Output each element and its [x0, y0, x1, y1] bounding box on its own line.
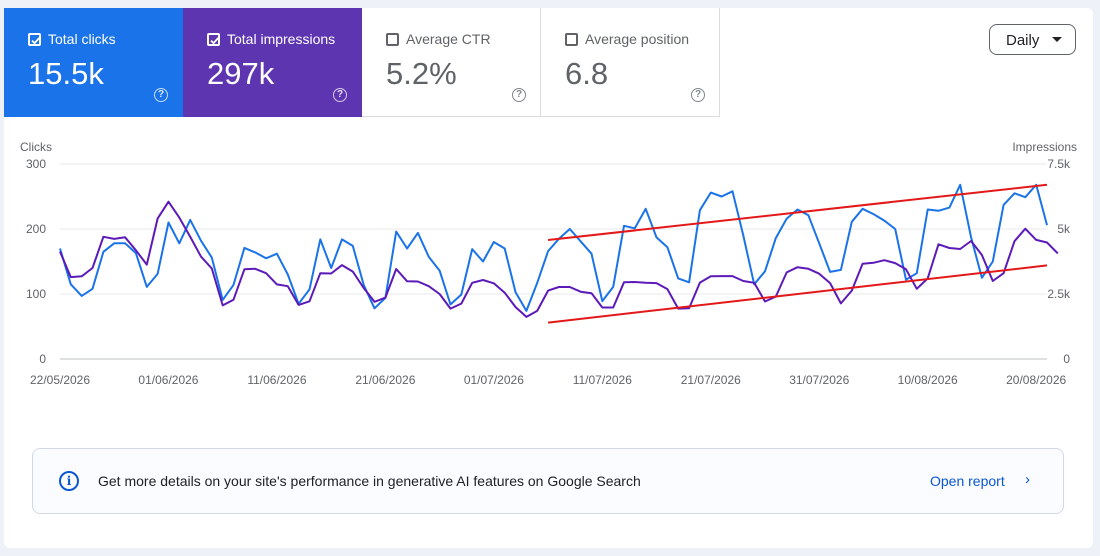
- metric-tab-average-position[interactable]: Average position 6.8 ?: [541, 8, 720, 117]
- y-right-tick-label: 0: [1063, 352, 1070, 366]
- metric-tab-total-clicks[interactable]: Total clicks 15.5k ?: [4, 8, 183, 117]
- period-label: Daily: [1006, 32, 1040, 49]
- ai-features-banner: i Get more details on your site's perfor…: [32, 448, 1064, 514]
- x-tick-label: 21/06/2026: [355, 373, 415, 387]
- help-circle-icon[interactable]: ?: [154, 88, 168, 102]
- x-tick-label: 01/07/2026: [464, 373, 524, 387]
- checkbox-unchecked-icon[interactable]: [565, 33, 578, 46]
- x-tick-label: 10/08/2026: [898, 373, 958, 387]
- x-tick-label: 20/08/2026: [1006, 373, 1066, 387]
- upper-trend-line: [547, 183, 1048, 242]
- x-tick-label: 22/05/2026: [30, 373, 90, 387]
- left-axis-title: Clicks: [20, 140, 52, 154]
- right-axis-title: Impressions: [1012, 140, 1077, 154]
- dropdown-caret-icon: [1052, 37, 1062, 42]
- lower-trend-line: [547, 264, 1048, 324]
- performance-chart: Clicks Impressions 0 100 200 300 0 2.5k 5k 7.5…: [20, 140, 1077, 387]
- help-circle-icon[interactable]: ?: [691, 88, 705, 102]
- chevron-right-icon[interactable]: ›: [1025, 471, 1030, 488]
- metric-value: 6.8: [565, 56, 609, 91]
- metric-value: 297k: [207, 56, 275, 91]
- y-right-tick-label: 7.5k: [1047, 157, 1071, 171]
- banner-message: Get more details on your site's performa…: [98, 473, 641, 489]
- series-line-clicks: [59, 183, 1048, 312]
- metric-tab-average-ctr[interactable]: Average CTR 5.2% ?: [362, 8, 541, 117]
- y-right-tick-label: 5k: [1057, 222, 1071, 236]
- checkbox-checked-icon[interactable]: [207, 33, 220, 46]
- x-tick-label: 31/07/2026: [789, 373, 849, 387]
- metric-label: Total impressions: [227, 31, 336, 47]
- help-circle-icon[interactable]: ?: [333, 88, 347, 102]
- y-right-tick-label: 2.5k: [1047, 287, 1071, 301]
- period-dropdown[interactable]: Daily: [989, 24, 1076, 55]
- help-circle-icon[interactable]: ?: [512, 88, 526, 102]
- metric-tabs: Total clicks 15.5k ? Total impressions 2…: [4, 8, 720, 117]
- info-icon: i: [59, 471, 79, 491]
- metric-tab-total-impressions[interactable]: Total impressions 297k ?: [183, 8, 362, 117]
- metric-label: Average position: [585, 31, 690, 47]
- metric-value: 15.5k: [28, 56, 104, 91]
- x-tick-label: 11/07/2026: [573, 373, 632, 387]
- checkbox-checked-icon[interactable]: [28, 33, 41, 46]
- y-left-tick-label: 300: [26, 157, 46, 171]
- y-left-tick-label: 0: [39, 352, 46, 366]
- x-tick-label: 21/07/2026: [681, 373, 741, 387]
- series-line-impressions: [59, 200, 1059, 318]
- x-tick-label: 11/06/2026: [247, 373, 306, 387]
- open-report-link[interactable]: Open report: [930, 473, 1005, 489]
- metric-value: 5.2%: [386, 56, 457, 91]
- y-left-tick-label: 100: [26, 287, 46, 301]
- checkbox-unchecked-icon[interactable]: [386, 33, 399, 46]
- metric-label: Total clicks: [48, 31, 116, 47]
- y-left-tick-label: 200: [26, 222, 46, 236]
- x-tick-label: 01/06/2026: [138, 373, 198, 387]
- metric-label: Average CTR: [406, 31, 491, 47]
- performance-panel: Total clicks 15.5k ? Total impressions 2…: [4, 8, 1093, 548]
